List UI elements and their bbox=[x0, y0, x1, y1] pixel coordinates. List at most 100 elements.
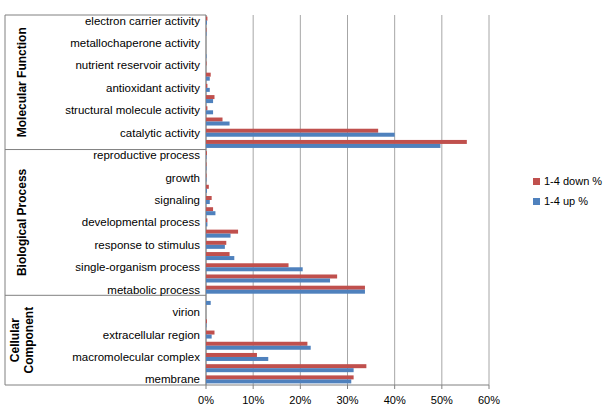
bar bbox=[206, 278, 330, 282]
bar bbox=[206, 308, 207, 312]
category-label: response to stimulus bbox=[95, 239, 201, 251]
category-label: signaling bbox=[155, 194, 200, 206]
tick-mark bbox=[394, 385, 395, 389]
bar bbox=[206, 267, 303, 271]
tick-label: 20% bbox=[289, 394, 311, 406]
bar bbox=[206, 286, 365, 290]
category-label: extracellular region bbox=[103, 329, 200, 341]
bar bbox=[206, 65, 207, 69]
grid-line bbox=[300, 15, 301, 385]
bar bbox=[206, 200, 210, 204]
grid-line bbox=[489, 15, 490, 385]
category-label: metallochaperone activity bbox=[70, 37, 200, 49]
bar bbox=[206, 230, 238, 234]
bar bbox=[206, 297, 207, 301]
bar bbox=[206, 17, 207, 21]
legend-swatch bbox=[533, 198, 540, 205]
frame-line bbox=[5, 15, 6, 385]
category-label: electron carrier activity bbox=[85, 15, 200, 27]
grid-line bbox=[347, 15, 348, 385]
bar bbox=[206, 122, 230, 126]
bar bbox=[206, 290, 365, 294]
category-label: metabolic process bbox=[107, 284, 200, 296]
tick-label: 50% bbox=[431, 394, 453, 406]
bar bbox=[206, 185, 209, 189]
legend-label: 1-4 up % bbox=[544, 195, 588, 207]
bar bbox=[206, 77, 210, 81]
bar bbox=[206, 106, 207, 110]
bar bbox=[206, 110, 213, 114]
tick-label: 10% bbox=[242, 394, 264, 406]
bar bbox=[206, 99, 213, 103]
tick-label: 30% bbox=[336, 394, 358, 406]
bar bbox=[206, 162, 207, 166]
bar bbox=[206, 263, 289, 267]
category-label: single-organism process bbox=[75, 261, 200, 273]
grid-line bbox=[394, 15, 395, 385]
bar bbox=[206, 178, 207, 182]
tick-mark bbox=[206, 385, 207, 389]
group-label: CellularComponent bbox=[8, 307, 36, 374]
bar bbox=[206, 364, 366, 368]
tick-mark bbox=[347, 385, 348, 389]
bar bbox=[206, 211, 215, 215]
axis-line bbox=[5, 385, 489, 386]
bar bbox=[206, 323, 207, 327]
group-label: Biological Process bbox=[15, 168, 29, 276]
bar bbox=[206, 319, 207, 323]
category-label: reproductive process bbox=[93, 149, 200, 161]
bar bbox=[206, 342, 307, 346]
legend-swatch bbox=[533, 178, 540, 185]
bar bbox=[206, 274, 337, 278]
bar bbox=[206, 379, 351, 383]
bar bbox=[206, 28, 207, 32]
bar bbox=[206, 118, 223, 122]
bar bbox=[206, 39, 207, 43]
bar bbox=[206, 353, 257, 357]
category-label: nutrient reservoir activity bbox=[75, 59, 200, 71]
bar bbox=[206, 301, 211, 305]
legend-label: 1-4 down % bbox=[544, 175, 602, 187]
bar bbox=[206, 222, 207, 226]
bar bbox=[206, 174, 207, 178]
grid-line bbox=[441, 15, 442, 385]
tick-mark bbox=[300, 385, 301, 389]
group-label: Molecular Function bbox=[15, 27, 29, 137]
bar bbox=[206, 151, 207, 155]
bar bbox=[206, 196, 212, 200]
bar bbox=[206, 368, 354, 372]
bar bbox=[206, 166, 207, 170]
bar bbox=[206, 84, 207, 88]
bar bbox=[206, 256, 234, 260]
bar bbox=[206, 129, 378, 133]
bar bbox=[206, 140, 467, 144]
bar bbox=[206, 32, 207, 36]
bar bbox=[206, 346, 311, 350]
bar bbox=[206, 245, 225, 249]
category-label: membrane bbox=[145, 373, 200, 385]
bar bbox=[206, 88, 210, 92]
category-label: structural molecule activity bbox=[65, 104, 200, 116]
tick-label: 40% bbox=[384, 394, 406, 406]
bar bbox=[206, 54, 207, 58]
bar bbox=[206, 21, 207, 25]
bar bbox=[206, 189, 207, 193]
bar bbox=[206, 335, 212, 339]
grid-line bbox=[253, 15, 254, 385]
bar bbox=[206, 144, 440, 148]
tick-mark bbox=[489, 385, 490, 389]
chart: 0%10%20%30%40%50%60%Molecular FunctionBi… bbox=[0, 0, 606, 418]
bar bbox=[206, 312, 207, 316]
category-label: macromolecular complex bbox=[72, 351, 200, 363]
bar bbox=[206, 133, 395, 137]
bar bbox=[206, 241, 226, 245]
bar bbox=[206, 95, 214, 99]
bar bbox=[206, 43, 207, 47]
bar bbox=[206, 218, 207, 222]
bar bbox=[206, 61, 207, 65]
category-label: virion bbox=[173, 306, 200, 318]
category-label: catalytic activity bbox=[120, 127, 200, 139]
bar bbox=[206, 357, 268, 361]
category-label: developmental process bbox=[82, 216, 201, 228]
category-label: growth bbox=[165, 172, 200, 184]
